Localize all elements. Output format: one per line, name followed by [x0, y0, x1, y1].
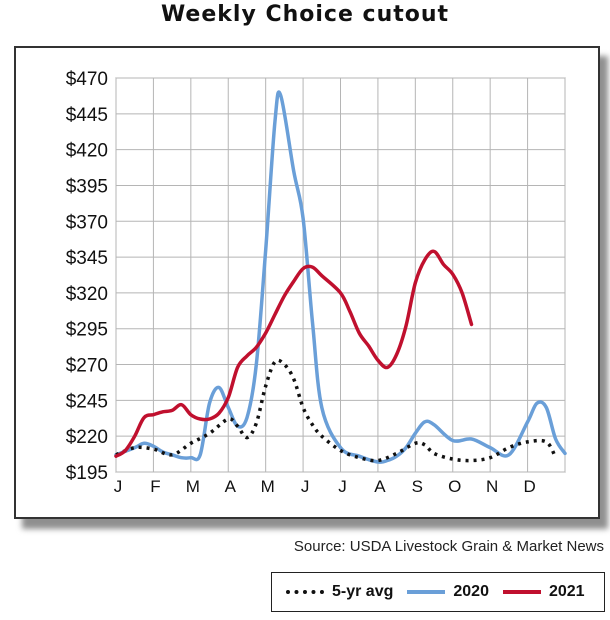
- x-tick-label: O: [448, 477, 461, 496]
- x-tick-label: A: [374, 477, 386, 496]
- x-tick-label: M: [186, 477, 200, 496]
- legend-label-2021: 2021: [548, 583, 585, 600]
- y-tick-label: $470: [66, 69, 108, 90]
- legend-swatch-5yr-avg: [286, 590, 324, 594]
- legend-label-5yr-avg: 5-yr avg: [332, 583, 394, 600]
- x-tick-label: M: [261, 477, 275, 496]
- source-note: Source: USDA Livestock Grain & Market Ne…: [293, 538, 604, 555]
- y-tick-label: $420: [66, 141, 108, 162]
- series-line-2021: [114, 249, 474, 458]
- y-tick-label: $370: [66, 212, 108, 233]
- legend-item-2021: 2021: [502, 583, 585, 601]
- y-tick-label: $445: [66, 105, 108, 126]
- y-tick-label: $395: [66, 176, 108, 197]
- series-line-2020: [114, 90, 567, 464]
- series-line-5-yr-avg: [115, 358, 558, 463]
- x-tick-label: F: [150, 477, 160, 496]
- legend-item-2020: 2020: [407, 583, 489, 601]
- legend-item-5yr-avg: 5-yr avg: [286, 583, 393, 601]
- chart-legend: 5-yr avg 2020 2021: [271, 572, 605, 612]
- y-tick-label: $295: [66, 320, 108, 341]
- x-tick-label: J: [338, 477, 347, 496]
- chart-title: Weekly Choice cutout: [160, 2, 450, 27]
- y-tick-label: $270: [66, 356, 108, 377]
- x-tick-label: J: [114, 477, 123, 496]
- x-tick-label: A: [225, 477, 237, 496]
- legend-label-2020: 2020: [453, 583, 489, 600]
- x-tick-label: D: [523, 477, 535, 496]
- legend-swatch-2020: [407, 590, 446, 594]
- y-tick-label: $195: [66, 463, 108, 484]
- y-tick-label: $320: [66, 284, 108, 305]
- x-tick-label: S: [412, 477, 423, 496]
- y-tick-label: $220: [66, 427, 108, 448]
- y-tick-label: $245: [66, 391, 108, 412]
- y-tick-label: $345: [66, 248, 108, 269]
- x-tick-label: J: [301, 477, 310, 496]
- legend-swatch-2021: [502, 590, 541, 594]
- x-tick-label: N: [486, 477, 498, 496]
